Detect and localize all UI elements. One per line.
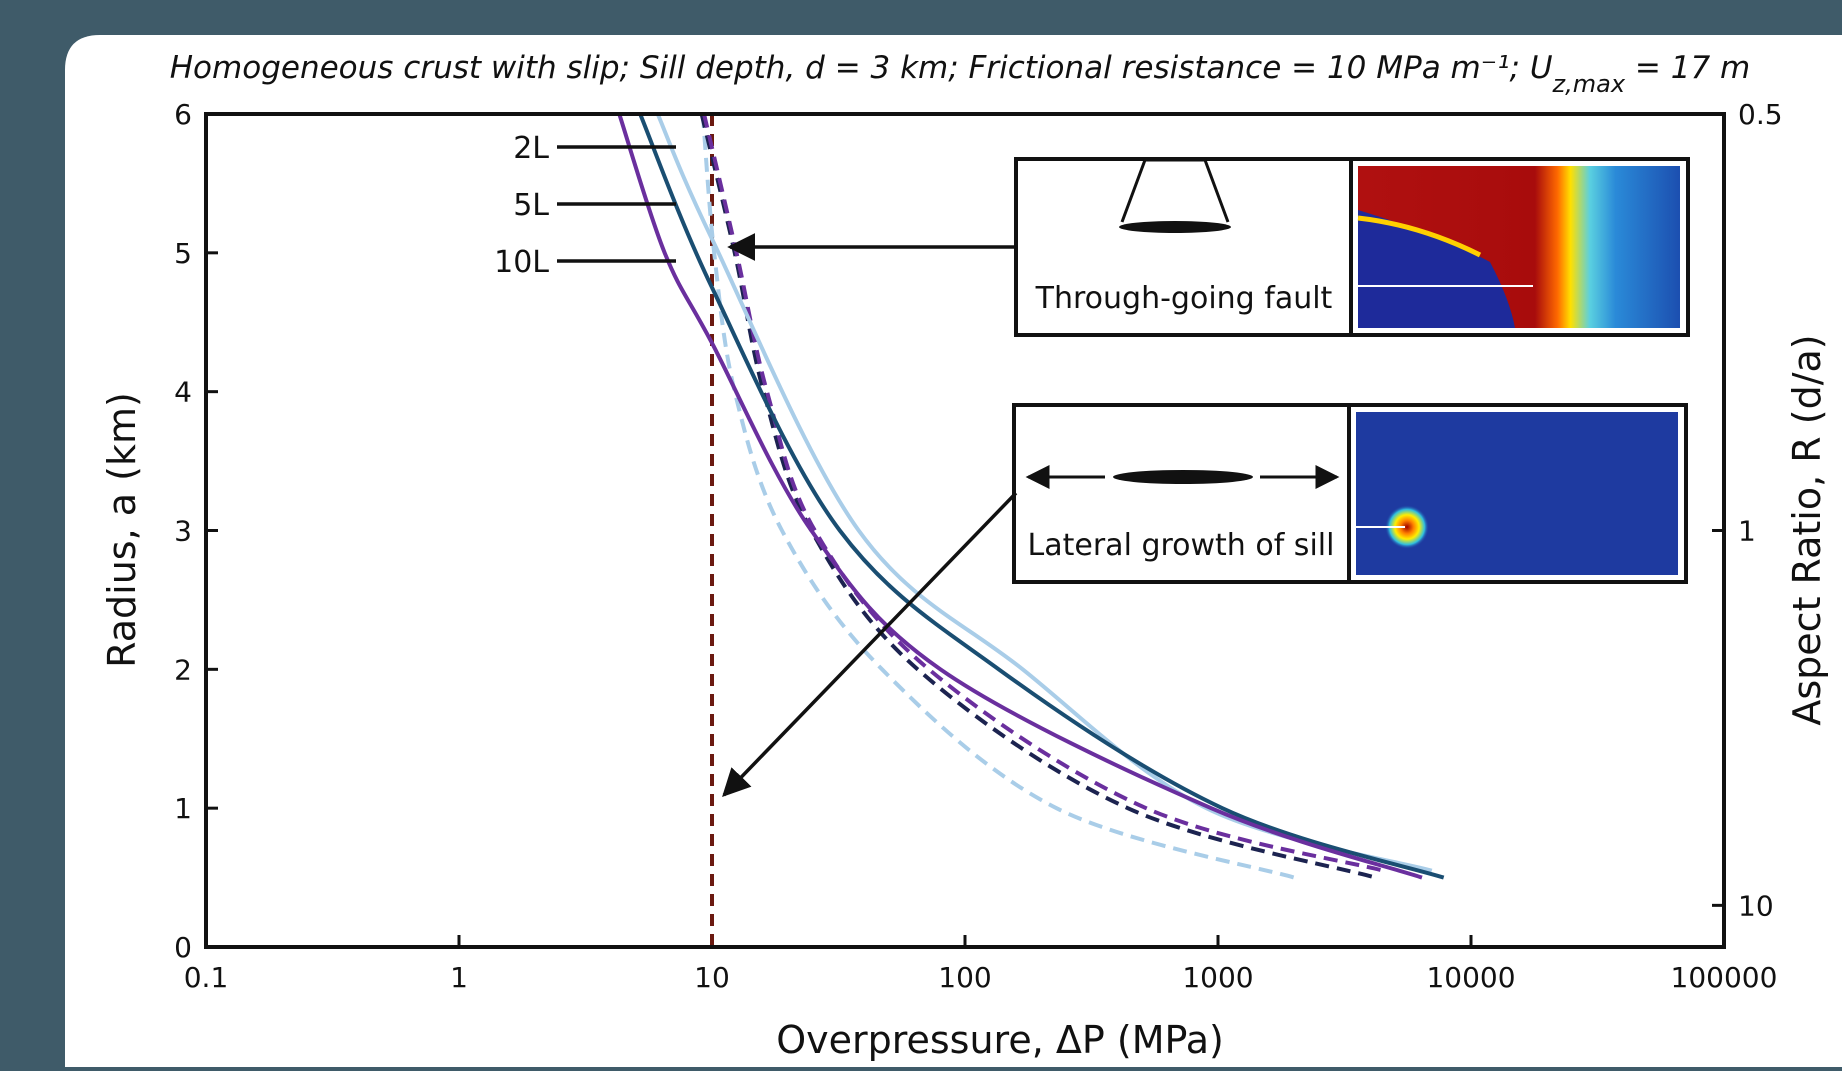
heatmap-spot	[1385, 505, 1429, 549]
inset-fault: Through-going fault	[1014, 157, 1690, 337]
title-sub: z,max	[1552, 70, 1626, 98]
heatmap-cold	[1358, 210, 1515, 328]
title-end: = 17 m	[1625, 50, 1750, 86]
heatmap-band	[1357, 215, 1482, 258]
x-tick-label: 100	[938, 961, 991, 994]
y-tick-label: 2	[174, 653, 192, 686]
series-line	[702, 114, 1384, 873]
y-tick-label: 4	[174, 376, 192, 409]
y2-tick-label: 0.5	[1738, 98, 1783, 131]
sill-sketch	[1119, 221, 1231, 233]
y2-tick-label: 1	[1738, 515, 1756, 548]
x-tick-label: 1000	[1182, 961, 1253, 994]
sill-sketch	[1113, 470, 1253, 484]
annotation: Lateral growth of sill	[1028, 528, 1335, 563]
series-line	[617, 114, 1423, 880]
x-tick-label: 10000	[1426, 961, 1515, 994]
chart-title: Homogeneous crust with slip; Sill depth,…	[170, 50, 1750, 98]
series-label: 2L	[513, 131, 549, 166]
y-tick-label: 6	[174, 98, 192, 131]
y-axis-label: Radius, a (km)	[100, 392, 144, 668]
series-label: 5L	[513, 188, 549, 223]
plot-area: 0.1 1 10 100 1000 10000 100000 0 1 2 3 4 5 6 0.5 1 10 2L 5…	[174, 98, 1782, 994]
x-axis-label: Overpressure, ΔP (MPa)	[776, 1018, 1224, 1062]
series-line	[655, 114, 1433, 873]
heatmap	[1356, 412, 1678, 575]
x-tick-label: 100000	[1671, 961, 1778, 994]
y2-axis-label: Aspect Ratio, R (d/a)	[1785, 334, 1829, 725]
inset-lateral: Lateral growth of sill	[1012, 403, 1688, 584]
y-tick-label: 1	[174, 792, 192, 825]
y-tick-label: 0	[174, 931, 192, 964]
annotation: Through-going fault	[1035, 281, 1333, 316]
x-tick-label: 0.1	[184, 961, 229, 994]
fault-sketch	[1120, 158, 1230, 223]
pointer-arrow	[722, 491, 1018, 798]
y-tick-label: 5	[174, 237, 192, 270]
series-line	[700, 114, 1295, 880]
title-main: Homogeneous crust with slip; Sill depth,…	[170, 50, 1553, 86]
y-tick-label: 3	[174, 515, 192, 548]
series-label: 10L	[494, 245, 549, 280]
series-line	[638, 114, 1445, 880]
plot-frame	[204, 112, 1726, 949]
x-tick-label: 1	[450, 961, 468, 994]
y2-tick-label: 10	[1738, 889, 1774, 922]
x-tick-label: 10	[694, 961, 730, 994]
